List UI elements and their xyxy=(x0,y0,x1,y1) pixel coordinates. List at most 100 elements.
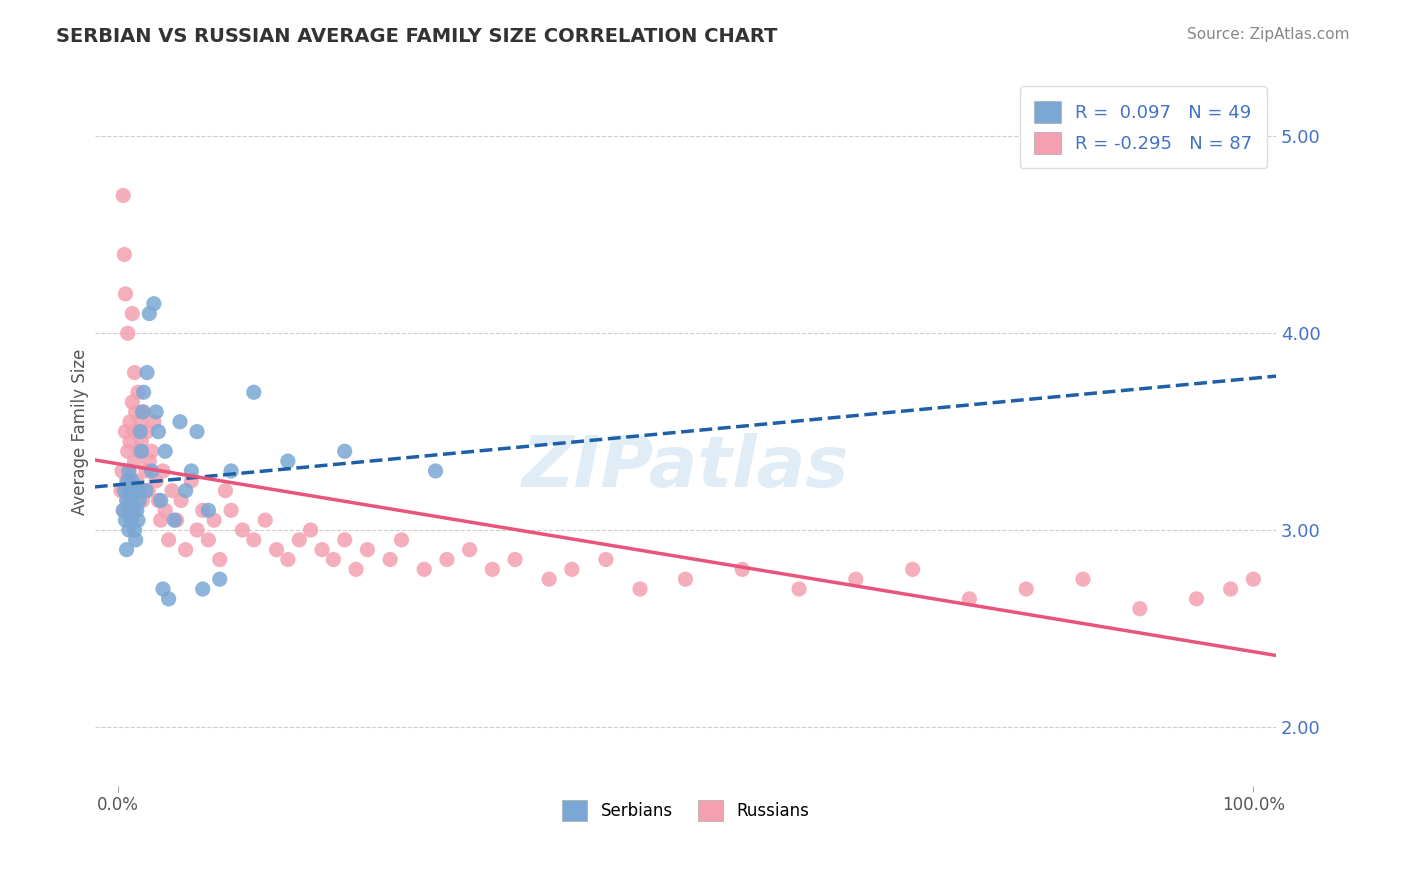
Point xyxy=(148,493,170,508)
Point xyxy=(128,493,150,508)
Point xyxy=(538,572,561,586)
Point xyxy=(124,483,146,498)
Point xyxy=(243,385,266,400)
Point xyxy=(117,474,139,488)
Point xyxy=(425,464,447,478)
Point xyxy=(112,188,135,202)
Point xyxy=(110,483,132,498)
Point xyxy=(141,444,163,458)
Point xyxy=(118,483,141,498)
Point xyxy=(148,425,170,439)
Point xyxy=(595,552,617,566)
Point xyxy=(166,513,188,527)
Point xyxy=(219,503,242,517)
Point xyxy=(170,493,193,508)
Point xyxy=(131,405,153,419)
Point xyxy=(378,552,401,566)
Point xyxy=(214,483,236,498)
Point xyxy=(219,464,242,478)
Point xyxy=(169,415,191,429)
Point xyxy=(136,366,159,380)
Point xyxy=(115,474,138,488)
Point xyxy=(845,572,868,586)
Point xyxy=(129,425,152,439)
Point xyxy=(277,552,299,566)
Text: ZIPatlas: ZIPatlas xyxy=(522,433,849,501)
Point xyxy=(561,562,583,576)
Point xyxy=(333,533,356,547)
Point xyxy=(121,307,143,321)
Point xyxy=(131,444,153,458)
Point xyxy=(208,572,231,586)
Point xyxy=(138,307,160,321)
Point xyxy=(131,434,153,449)
Point xyxy=(135,464,157,478)
Point xyxy=(121,395,143,409)
Point xyxy=(254,513,277,527)
Point xyxy=(124,523,146,537)
Point xyxy=(114,513,136,527)
Point xyxy=(288,533,311,547)
Point xyxy=(180,474,202,488)
Point xyxy=(149,493,172,508)
Point xyxy=(436,552,458,566)
Point xyxy=(124,366,146,380)
Point xyxy=(149,513,172,527)
Text: Source: ZipAtlas.com: Source: ZipAtlas.com xyxy=(1187,27,1350,42)
Point xyxy=(231,523,253,537)
Point xyxy=(957,591,980,606)
Point xyxy=(322,552,344,566)
Point xyxy=(160,483,183,498)
Point xyxy=(125,503,148,517)
Point xyxy=(127,513,149,527)
Point xyxy=(243,533,266,547)
Point xyxy=(191,503,214,517)
Point xyxy=(1015,582,1038,596)
Text: SERBIAN VS RUSSIAN AVERAGE FAMILY SIZE CORRELATION CHART: SERBIAN VS RUSSIAN AVERAGE FAMILY SIZE C… xyxy=(56,27,778,45)
Point xyxy=(122,503,145,517)
Point xyxy=(157,533,180,547)
Point xyxy=(129,415,152,429)
Point xyxy=(136,425,159,439)
Point xyxy=(675,572,697,586)
Point xyxy=(344,562,367,576)
Point xyxy=(115,542,138,557)
Point xyxy=(186,523,208,537)
Point xyxy=(152,464,174,478)
Point xyxy=(118,523,141,537)
Point xyxy=(197,533,219,547)
Point xyxy=(628,582,651,596)
Point xyxy=(136,483,159,498)
Y-axis label: Average Family Size: Average Family Size xyxy=(72,349,89,515)
Point xyxy=(1129,601,1152,615)
Point xyxy=(114,286,136,301)
Point xyxy=(112,503,135,517)
Point xyxy=(114,425,136,439)
Point xyxy=(266,542,288,557)
Point xyxy=(901,562,924,576)
Point xyxy=(180,464,202,478)
Point xyxy=(142,415,165,429)
Point xyxy=(124,454,146,468)
Point xyxy=(118,415,141,429)
Point xyxy=(311,542,333,557)
Point xyxy=(117,326,139,341)
Point xyxy=(186,425,208,439)
Point xyxy=(141,464,163,478)
Point xyxy=(163,513,186,527)
Point xyxy=(1071,572,1094,586)
Point xyxy=(197,503,219,517)
Point xyxy=(145,405,167,419)
Point xyxy=(118,464,141,478)
Point xyxy=(142,296,165,310)
Point xyxy=(120,513,142,527)
Point xyxy=(155,444,177,458)
Point xyxy=(128,444,150,458)
Point xyxy=(1219,582,1241,596)
Point xyxy=(191,582,214,596)
Point xyxy=(127,385,149,400)
Point xyxy=(125,405,148,419)
Point xyxy=(503,552,526,566)
Point xyxy=(131,493,153,508)
Point xyxy=(1185,591,1208,606)
